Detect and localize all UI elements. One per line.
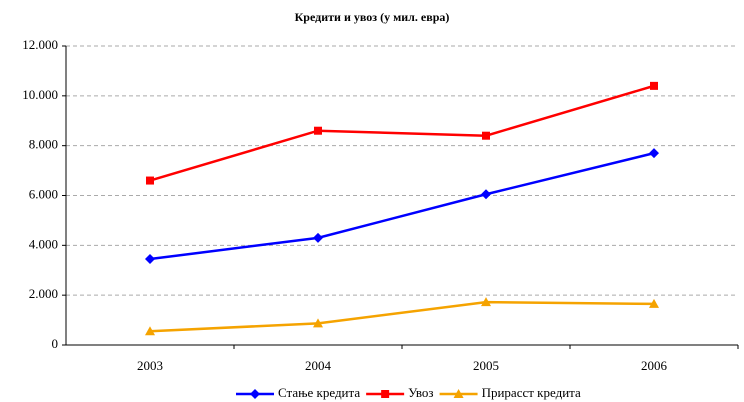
marker [649, 148, 659, 159]
marker [146, 176, 154, 185]
series-line [149, 300, 655, 333]
x-tick-label: 2003 [137, 358, 163, 373]
legend-label: Стање кредита [278, 385, 360, 400]
y-tick-label: 8.000 [29, 137, 58, 152]
legend-label: Увоз [408, 385, 433, 400]
chart-title: Кредити и увоз (у мил. евра) [295, 10, 450, 24]
marker [313, 232, 323, 243]
marker [250, 389, 260, 399]
marker [145, 254, 155, 265]
marker [313, 318, 323, 328]
marker [481, 297, 491, 307]
y-tick-label: 6.000 [29, 186, 58, 201]
marker [481, 189, 491, 200]
marker [314, 126, 322, 135]
marker [145, 326, 155, 336]
y-tick-label: 12.000 [22, 37, 58, 52]
x-tick-label: 2006 [641, 358, 668, 373]
marker [381, 390, 390, 398]
marker [453, 389, 464, 398]
x-tick-label: 2005 [473, 358, 499, 373]
marker [482, 131, 490, 140]
legend-label: Прирасст кредита [482, 385, 581, 400]
marker [650, 81, 658, 90]
series-line [149, 151, 655, 261]
y-tick-label: 4.000 [29, 236, 58, 251]
series-line [149, 84, 655, 182]
x-tick-label: 2004 [305, 358, 332, 373]
y-tick-label: 2.000 [29, 286, 58, 301]
marker [649, 298, 659, 308]
y-tick-label: 0 [52, 336, 59, 351]
y-tick-label: 10.000 [22, 87, 58, 102]
